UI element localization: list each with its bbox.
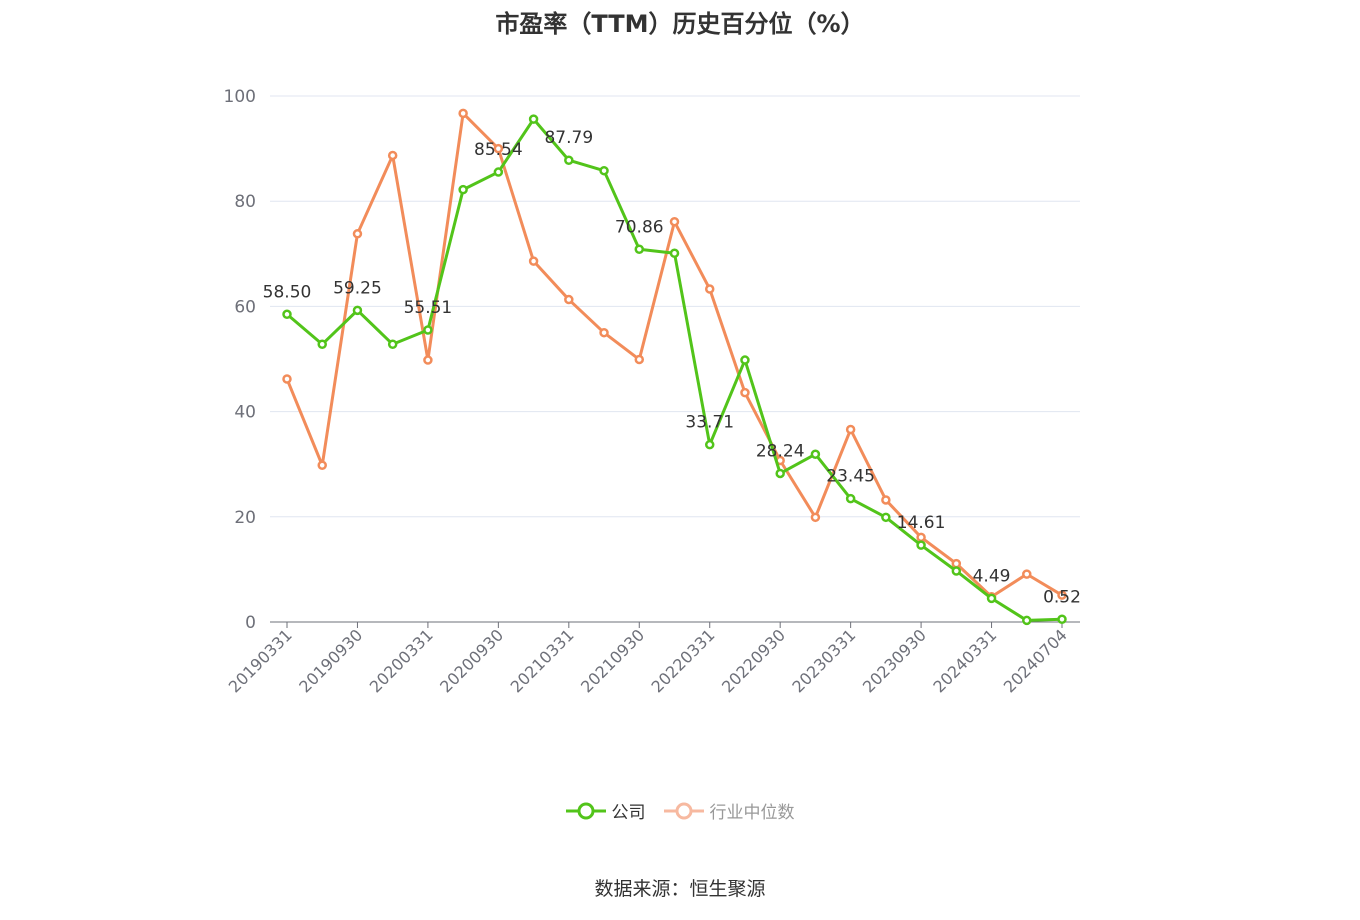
x-tick-label: 20220930	[718, 625, 789, 696]
x-tick-label: 20200331	[366, 625, 437, 696]
series-industry-point[interactable]	[528, 256, 539, 266]
data-labels: 58.50 59.25 55.51 85.54 87.79 70.86 33.71 28.24…	[263, 128, 1081, 607]
data-label: 4.49	[973, 566, 1011, 586]
series-company-point[interactable]	[282, 309, 292, 320]
series-company-point[interactable]	[387, 339, 398, 350]
series-company-point[interactable]	[458, 184, 468, 195]
x-tick-label: 20240704	[1000, 625, 1071, 696]
legend-company-marker-icon	[565, 802, 606, 819]
data-label: 0.52	[1043, 587, 1081, 607]
x-tick-label: 20210930	[577, 625, 648, 696]
series-industry-point[interactable]	[704, 284, 715, 294]
x-tick-label: 20200930	[436, 625, 507, 696]
series-company-point[interactable]	[775, 468, 785, 479]
legend-industry-label: 行业中位数	[709, 803, 795, 823]
series-company-point[interactable]	[1057, 614, 1067, 625]
y-axis: 0 20 40 60 80 100	[224, 87, 256, 633]
series-industry-point[interactable]	[458, 108, 468, 119]
series-company-point[interactable]	[634, 244, 645, 255]
series-industry-point[interactable]	[387, 150, 398, 161]
series-company-point[interactable]	[599, 165, 609, 176]
series-company-point[interactable]	[845, 493, 856, 504]
data-label: 33.71	[685, 413, 734, 433]
series-industry-point[interactable]	[916, 532, 926, 543]
series-company-point[interactable]	[528, 114, 539, 124]
x-tick-label: 20230331	[788, 625, 859, 696]
series-company-point[interactable]	[810, 449, 821, 459]
legend: 公司 行业中位数	[0, 798, 1360, 823]
y-tick-label: 20	[234, 508, 256, 528]
series-industry-point[interactable]	[599, 327, 609, 338]
x-axis: 20190331 20190930 20200331 20200930 20210331…	[225, 621, 1080, 696]
x-tick-label: 20190331	[225, 625, 296, 696]
y-tick-label: 80	[234, 192, 256, 212]
series-industry-point[interactable]	[1057, 590, 1067, 600]
data-source: 数据来源：恒生聚源	[594, 878, 766, 900]
y-tick-label: 0	[245, 613, 256, 633]
series-industry-line	[285, 111, 1063, 599]
chart-title: 市盈率（TTM）历史百分位（%）	[495, 10, 865, 38]
series-industry-point[interactable]	[423, 355, 433, 365]
series-industry-point[interactable]	[951, 558, 962, 569]
y-tick-label: 40	[234, 403, 256, 423]
series-industry-point[interactable]	[1022, 569, 1032, 579]
data-label: 23.45	[826, 467, 875, 487]
series-company-point[interactable]	[564, 155, 574, 165]
data-label: 87.79	[544, 128, 593, 148]
data-label: 58.50	[263, 282, 312, 302]
series-industry-point[interactable]	[282, 374, 292, 384]
series-industry-point[interactable]	[740, 387, 750, 398]
x-tick-label: 20220331	[648, 625, 719, 696]
series-industry-point[interactable]	[493, 143, 504, 154]
series-company-point[interactable]	[916, 540, 926, 550]
series-company-point[interactable]	[951, 566, 962, 576]
legend-industry-marker-icon	[663, 802, 704, 819]
legend-item-company[interactable]: 公司	[565, 798, 646, 823]
data-label: 85.54	[474, 140, 523, 160]
series-industry-point[interactable]	[352, 229, 363, 239]
legend-item-industry[interactable]: 行业中位数	[663, 798, 795, 823]
y-tick-label: 100	[224, 87, 256, 107]
series-industry-point[interactable]	[564, 294, 574, 305]
series-industry-point[interactable]	[881, 495, 891, 505]
x-tick-label: 20240331	[929, 625, 1000, 696]
series-company-point[interactable]	[317, 339, 327, 350]
series-company-point[interactable]	[740, 355, 750, 365]
series-industry-point[interactable]	[669, 216, 680, 227]
data-label: 55.51	[404, 298, 453, 318]
series-industry-point[interactable]	[317, 460, 327, 471]
legend-company-label: 公司	[611, 803, 646, 823]
series-company-point[interactable]	[423, 325, 433, 335]
series-company-line	[286, 117, 1063, 622]
series-lines	[282, 108, 1067, 626]
x-tick-label: 20190930	[295, 625, 366, 696]
series-company-point[interactable]	[352, 305, 363, 316]
series-company-point[interactable]	[669, 248, 680, 259]
data-label: 28.24	[756, 441, 805, 461]
series-company-point[interactable]	[881, 512, 891, 523]
grid-lines	[270, 95, 1080, 518]
series-industry-point[interactable]	[810, 512, 821, 523]
data-label: 14.61	[897, 513, 946, 533]
x-tick-label: 20210331	[507, 625, 578, 696]
series-industry-point[interactable]	[634, 354, 645, 365]
x-tick-label: 20230930	[859, 625, 930, 696]
series-company-point[interactable]	[1022, 615, 1032, 626]
data-label: 59.25	[333, 278, 382, 298]
y-tick-label: 60	[234, 297, 256, 317]
data-label: 70.86	[615, 217, 664, 237]
series-industry-point[interactable]	[845, 424, 856, 435]
series-company-point[interactable]	[493, 167, 504, 177]
series-company-point[interactable]	[986, 593, 997, 604]
series-company-point[interactable]	[704, 439, 715, 450]
